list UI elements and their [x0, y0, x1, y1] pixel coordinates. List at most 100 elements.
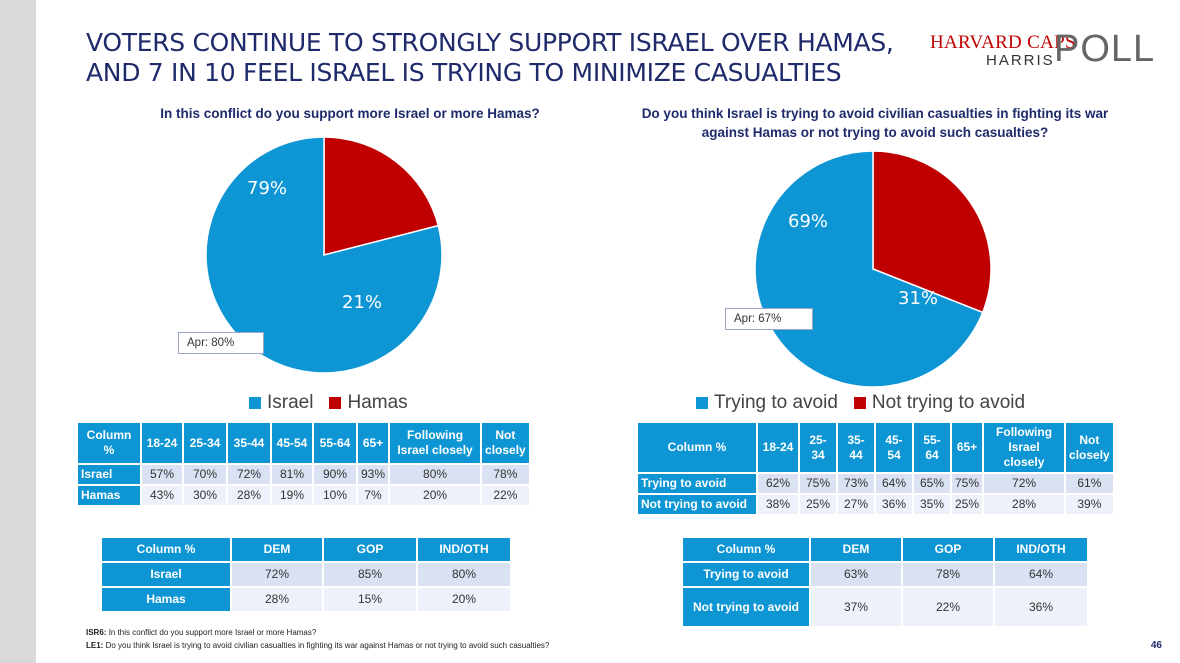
table-cell: 72% — [228, 465, 270, 484]
table-header-row: Column % DEM GOP IND/OTH — [683, 538, 1087, 561]
table-cell: 25% — [952, 495, 983, 514]
table-cell: 63% — [811, 563, 901, 586]
table-cell: 37% — [811, 588, 901, 626]
side-bar — [0, 0, 36, 663]
table-header: 45-54 — [272, 423, 312, 463]
table-header: 55-64 — [914, 423, 950, 472]
pie2-slice-not-trying-to-avoid — [872, 150, 992, 314]
legend-swatch-israel — [249, 397, 261, 409]
footnote-text: In this conflict do you support more Isr… — [108, 628, 317, 637]
table-cell: 36% — [995, 588, 1087, 626]
legend-label-hamas: Hamas — [347, 392, 408, 413]
table-cell: 93% — [358, 465, 389, 484]
row-label: Hamas — [78, 486, 140, 505]
footnote-text: Do you think Israel is trying to avoid c… — [105, 641, 550, 650]
table-header: 25-34 — [800, 423, 836, 472]
table-cell: 57% — [142, 465, 182, 484]
table-header-row: Column % 18-24 25-34 35-44 45-54 55-64 6… — [638, 423, 1113, 472]
table-header: GOP — [324, 538, 416, 561]
israel-hamas-pie-chart — [205, 136, 443, 374]
table-header: DEM — [232, 538, 322, 561]
table-cell: 19% — [272, 486, 312, 505]
israel-hamas-age-table: Column % 18-24 25-34 35-44 45-54 55-64 6… — [76, 421, 531, 507]
table-cell: 36% — [876, 495, 912, 514]
table-cell: 28% — [228, 486, 270, 505]
table-cell: 38% — [758, 495, 798, 514]
legend-swatch-hamas — [329, 397, 342, 409]
table-cell: 20% — [390, 486, 481, 505]
table-header: 18-24 — [758, 423, 798, 472]
page-number: 46 — [1150, 640, 1162, 651]
table-header: 35-44 — [228, 423, 270, 463]
table-row: Trying to avoid 63% 78% 64% — [683, 563, 1087, 586]
casualties-pie-chart — [754, 150, 992, 388]
pie1-label-israel: 79% — [247, 178, 288, 199]
table-header: IND/OTH — [418, 538, 510, 561]
pie2-label-not-trying: 31% — [898, 288, 939, 309]
table-header: Column % — [638, 423, 756, 472]
row-label: Israel — [102, 563, 230, 586]
table-cell: 75% — [952, 474, 983, 493]
footnote-isr6: ISR6: In this conflict do you support mo… — [86, 628, 316, 637]
table-row: Trying to avoid 62% 75% 73% 64% 65% 75% … — [638, 474, 1113, 493]
table-cell: 78% — [482, 465, 529, 484]
slide-title-line-2: AND 7 IN 10 FEEL ISRAEL IS TRYING TO MIN… — [86, 58, 842, 87]
question-2-title: Do you think Israel is trying to avoid c… — [641, 106, 1109, 140]
logo-harvard-caps: HARVARD CAPS — [930, 32, 1076, 53]
table-row: Not trying to avoid 37% 22% 36% — [683, 588, 1087, 626]
pie2-april-annotation: Apr: 67% — [725, 308, 813, 330]
pie2-label-trying: 69% — [788, 211, 829, 232]
row-label: Trying to avoid — [638, 474, 756, 493]
table-cell: 75% — [800, 474, 836, 493]
table-header: 35-44 — [838, 423, 874, 472]
table-header: IND/OTH — [995, 538, 1087, 561]
row-label: Trying to avoid — [683, 563, 809, 586]
table-cell: 81% — [272, 465, 312, 484]
table-row: Hamas 28% 15% 20% — [102, 588, 510, 611]
table-header: 45-54 — [876, 423, 912, 472]
table-row: Israel 72% 85% 80% — [102, 563, 510, 586]
legend-label-trying: Trying to avoid — [714, 392, 838, 413]
table-cell: 35% — [914, 495, 950, 514]
legend-item-not-trying: Not trying to avoid — [853, 392, 1025, 414]
legend-item-hamas: Hamas — [329, 392, 408, 414]
logo-harris: HARRIS — [986, 52, 1055, 69]
slide-title-line-1: VOTERS CONTINUE TO STRONGLY SUPPORT ISRA… — [86, 28, 894, 57]
table-cell: 43% — [142, 486, 182, 505]
table-header: Not closely — [482, 423, 529, 463]
pie2-legend: Trying to avoid Not trying to avoid — [696, 392, 1041, 414]
table-row: Hamas 43% 30% 28% 19% 10% 7% 20% 22% — [78, 486, 529, 505]
table-header-row: Column % 18-24 25-34 35-44 45-54 55-64 6… — [78, 423, 529, 463]
table-cell: 22% — [903, 588, 993, 626]
table-cell: 20% — [418, 588, 510, 611]
table-cell: 72% — [984, 474, 1065, 493]
pie1-slice-hamas — [323, 136, 440, 256]
table-header: 25-34 — [184, 423, 226, 463]
legend-item-israel: Israel — [249, 392, 313, 414]
table-cell: 27% — [838, 495, 874, 514]
row-label: Not trying to avoid — [638, 495, 756, 514]
table-cell: 90% — [314, 465, 356, 484]
table-header: Following Israel closely — [390, 423, 481, 463]
question-1-title: In this conflict do you support more Isr… — [160, 106, 540, 121]
table-cell: 70% — [184, 465, 226, 484]
pie1-label-hamas: 21% — [342, 292, 383, 313]
table-cell: 85% — [324, 563, 416, 586]
table-header: Column % — [102, 538, 230, 561]
logo-poll: POLL — [1054, 28, 1156, 70]
footnote-le1: LE1: Do you think Israel is trying to av… — [86, 641, 549, 650]
table-cell: 61% — [1066, 474, 1113, 493]
table-cell: 62% — [758, 474, 798, 493]
table-header: DEM — [811, 538, 901, 561]
harvard-caps-harris-poll-logo: HARVARD CAPS HARRIS POLL — [920, 28, 1160, 70]
table-header: 55-64 — [314, 423, 356, 463]
row-label: Hamas — [102, 588, 230, 611]
table-header: Not closely — [1066, 423, 1113, 472]
casualties-party-table: Column % DEM GOP IND/OTH Trying to avoid… — [681, 536, 1089, 628]
table-row: Not trying to avoid 38% 25% 27% 36% 35% … — [638, 495, 1113, 514]
table-header-row: Column % DEM GOP IND/OTH — [102, 538, 510, 561]
slide-title: VOTERS CONTINUE TO STRONGLY SUPPORT ISRA… — [86, 28, 906, 88]
footnote-code: ISR6: — [86, 628, 107, 637]
table-cell: 22% — [482, 486, 529, 505]
table-cell: 39% — [1066, 495, 1113, 514]
